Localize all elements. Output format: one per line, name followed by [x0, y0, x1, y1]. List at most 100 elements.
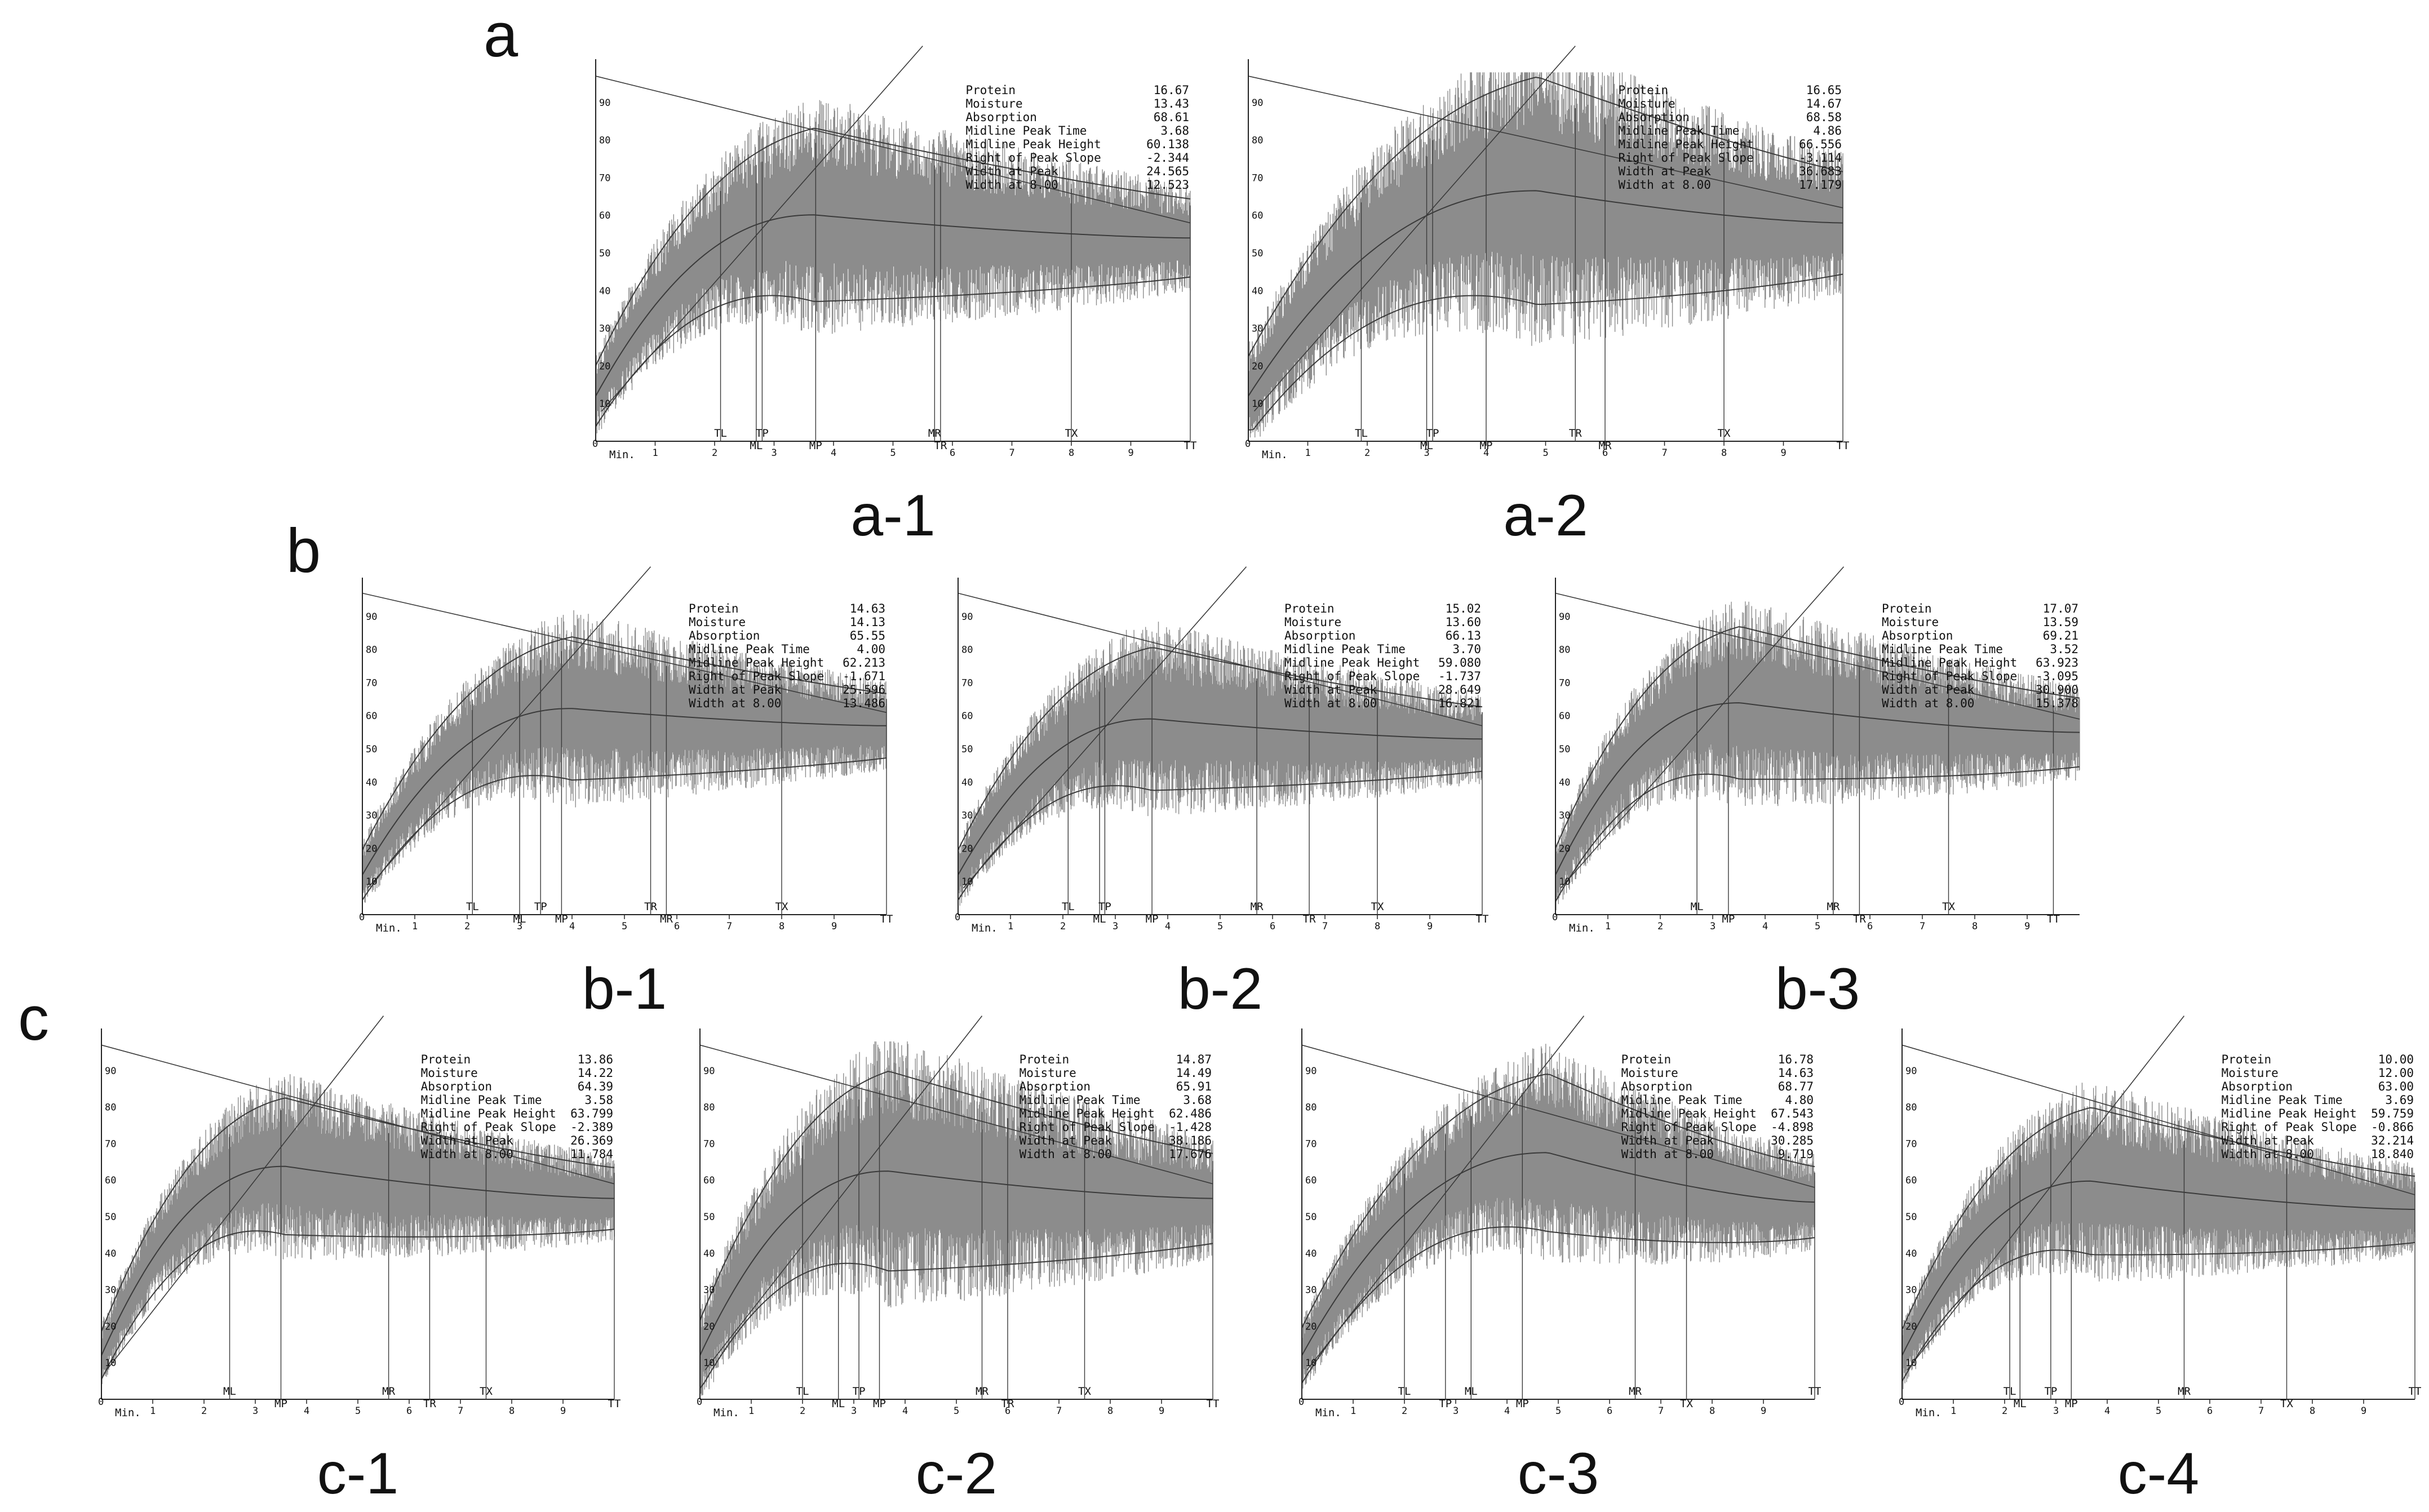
marker-label-mr: MR — [976, 1385, 989, 1398]
y-tick-label: 60 — [1905, 1175, 1917, 1186]
info-label: Midline Peak Time — [966, 124, 1087, 138]
right-slope-line — [595, 76, 1191, 224]
x-tick-label: 3 — [1710, 921, 1716, 932]
marker-label-tl: TL — [1062, 901, 1075, 913]
top-envelope-line — [1301, 1074, 1815, 1328]
y-tick-label: 40 — [366, 777, 377, 788]
info-label: Right of Peak Slope — [421, 1120, 556, 1134]
y-tick-label: 80 — [599, 135, 610, 147]
y-tick-label: 50 — [1252, 248, 1263, 259]
x-tick-label: 2 — [1657, 921, 1663, 932]
x-tick-label: 7 — [726, 921, 732, 932]
info-value: 13.59 — [2043, 615, 2078, 629]
x-tick-label: 6 — [2207, 1405, 2213, 1417]
group-label-a: a — [484, 1, 518, 70]
minutes-label: Min. — [713, 1407, 739, 1419]
y-tick-label: 80 — [703, 1102, 715, 1114]
x-tick-label: 7 — [1009, 447, 1015, 459]
y-tick-label: 10 — [961, 876, 973, 888]
info-value: 65.55 — [850, 629, 885, 642]
info-value: 14.63 — [1778, 1066, 1814, 1080]
top-envelope-line — [958, 647, 1483, 850]
info-label: Absorption — [1619, 110, 1690, 124]
info-label: Absorption — [966, 110, 1037, 124]
info-value: 38.186 — [1169, 1134, 1212, 1147]
marker-label-tl: TL — [466, 901, 479, 913]
info-value: 17.07 — [2043, 602, 2078, 615]
marker-label-ml: ML — [1465, 1385, 1478, 1398]
x-tick-label: 9 — [1761, 1405, 1766, 1417]
info-value: 11.784 — [570, 1147, 613, 1161]
marker-label-mr: MR — [928, 427, 941, 440]
y-tick-label: 80 — [105, 1102, 116, 1114]
info-value: 66.556 — [1799, 138, 1842, 151]
info-value: 68.58 — [1806, 110, 1842, 124]
y-tick-label: 70 — [366, 677, 377, 689]
info-label: Protein — [1020, 1053, 1070, 1066]
marker-label-mp: MP — [274, 1398, 287, 1410]
info-value: 3.68 — [1183, 1093, 1212, 1107]
info-value: 59.080 — [1438, 656, 1481, 669]
y-tick-label: 30 — [599, 323, 610, 335]
y-tick-label: 60 — [1305, 1175, 1317, 1186]
midline — [699, 1170, 1213, 1356]
x-tick-label: 8 — [1721, 447, 1727, 459]
info-value: 17.179 — [1799, 178, 1842, 192]
info-value: 14.22 — [578, 1066, 613, 1080]
marker-label-tr: TR — [1569, 427, 1582, 440]
info-label: Moisture — [689, 615, 746, 629]
info-value: 63.799 — [570, 1107, 613, 1120]
info-label: Moisture — [966, 97, 1023, 110]
marker-label-tr: TR — [423, 1398, 436, 1410]
info-label: Width at 8.00 — [966, 178, 1058, 192]
y-tick-label: 60 — [703, 1175, 715, 1186]
marker-label-tx: TX — [775, 901, 788, 913]
x-tick-label: 1 — [1305, 447, 1311, 459]
y-tick-label: 40 — [1252, 286, 1263, 297]
marker-label-tt: TT — [1184, 440, 1197, 452]
info-value: 16.67 — [1154, 83, 1189, 97]
y-tick-label: 60 — [1252, 210, 1263, 221]
y-tick-label: 60 — [366, 711, 377, 722]
marker-label-tx: TX — [1065, 427, 1078, 440]
top-envelope-line — [1555, 626, 2080, 849]
info-label: Moisture — [2222, 1066, 2279, 1080]
info-label: Midline Peak Height — [966, 138, 1101, 151]
x-tick-label: 4 — [902, 1405, 908, 1417]
bottom-envelope-line — [958, 770, 1483, 901]
x-tick-label: 2 — [1402, 1405, 1407, 1417]
info-label: Width at Peak — [1621, 1134, 1714, 1147]
info-label: Width at Peak — [1619, 165, 1712, 178]
marker-label-tt: TT — [880, 913, 893, 925]
info-label: Absorption — [2222, 1080, 2293, 1093]
minutes-label: Min. — [1569, 922, 1595, 934]
top-envelope-line — [1901, 1107, 2415, 1330]
info-value: -3.114 — [1799, 151, 1842, 165]
bottom-envelope-line — [1301, 1226, 1815, 1384]
bottom-envelope-line — [362, 757, 887, 901]
info-label: Width at Peak — [689, 683, 782, 697]
x-tick-label: 2 — [800, 1405, 805, 1417]
info-label: Midline Peak Time — [1020, 1093, 1141, 1107]
info-value: 69.21 — [2043, 629, 2078, 642]
marker-label-tl: TL — [1355, 427, 1368, 440]
top-envelope-line — [699, 1071, 1213, 1321]
info-value: 67.543 — [1771, 1107, 1814, 1120]
x-tick-label: 2 — [712, 447, 717, 459]
marker-label-mp: MP — [1722, 913, 1735, 925]
x-tick-label: 3 — [1112, 921, 1118, 932]
info-value: 16.65 — [1806, 83, 1842, 97]
y-tick-label: 50 — [1305, 1212, 1317, 1223]
marker-label-tt: TT — [1476, 913, 1489, 925]
info-label: Protein — [421, 1053, 471, 1066]
info-value: 15.378 — [2036, 697, 2078, 710]
minutes-label: Min. — [376, 922, 402, 934]
info-value: 63.923 — [2036, 656, 2078, 669]
marker-label-ml: ML — [2014, 1398, 2027, 1410]
info-label: Midline Peak Time — [2222, 1093, 2343, 1107]
info-value: 16.78 — [1778, 1053, 1814, 1066]
info-value: -0.866 — [2371, 1120, 2414, 1134]
info-value: 12.523 — [1146, 178, 1189, 192]
marker-label-tp: TP — [2044, 1385, 2057, 1398]
